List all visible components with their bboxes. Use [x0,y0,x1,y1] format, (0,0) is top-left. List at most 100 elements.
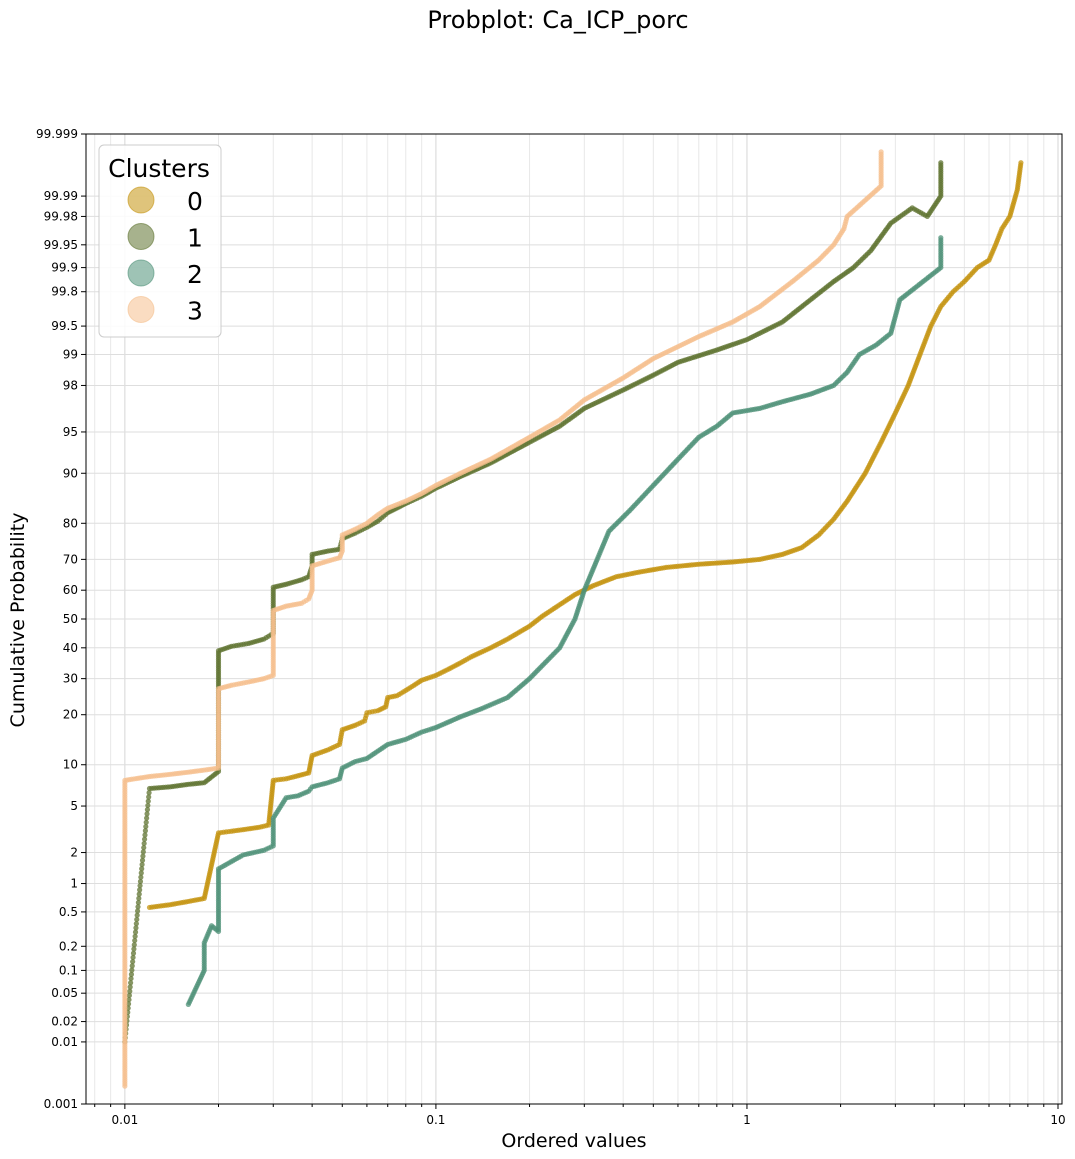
legend-marker [127,259,155,287]
y-tick-label: 0.01 [51,1035,78,1049]
y-tick-label: 99 [63,347,78,361]
data-point [139,861,145,868]
data-point [141,840,147,847]
data-point [135,899,142,906]
data-point [134,916,140,923]
data-point [145,802,151,809]
data-point [137,887,143,893]
y-tick-label: 99.9 [51,261,78,275]
data-point [142,828,148,834]
series-0 [146,160,1024,911]
y-tick-label: 80 [63,516,78,530]
series-2 [185,235,944,1008]
y-tick-label: 1 [70,877,78,891]
data-point [130,950,137,956]
legend-title: Clusters [108,154,210,183]
data-point [135,904,141,910]
data-point [1018,160,1024,166]
data-point [136,891,142,897]
data-point [140,849,146,855]
x-tick-label: 0.01 [112,1113,139,1127]
axis-ticks: 0.0010.010.020.050.10.20.512510203040506… [36,127,1066,1127]
data-point [141,845,147,851]
x-axis-label: Ordered values [501,1130,646,1152]
data-point [146,794,152,800]
legend-label: 2 [187,260,203,289]
data-point [145,798,151,804]
data-point [144,811,150,817]
legend: Clusters 0 1 2 3 [98,144,222,338]
data-point [138,870,144,876]
y-tick-label: 0.5 [59,905,78,919]
data-points [122,149,1024,1089]
legend-marker [127,186,155,214]
data-point [938,235,944,241]
data-point [132,929,139,935]
data-point [134,912,140,918]
y-tick-label: 99.8 [51,285,78,299]
data-point [146,790,152,796]
y-tick-label: 99.99 [44,189,78,203]
y-tick-label: 5 [70,799,78,813]
data-point [138,874,144,880]
y-tick-label: 50 [63,612,78,626]
y-tick-label: 2 [70,846,78,860]
y-tick-label: 10 [63,758,78,772]
y-tick-label: 0.1 [59,963,78,977]
y-tick-label: 60 [63,583,78,597]
data-point [133,925,139,931]
legend-label: 0 [187,187,203,216]
legend-label: 3 [187,297,203,326]
data-point [133,921,139,927]
y-tick-label: 99.95 [44,238,78,252]
data-point [143,823,149,830]
data-point [128,975,134,982]
data-point [141,836,148,842]
y-tick-label: 30 [63,672,78,686]
data-point [130,959,136,965]
data-point [142,832,148,838]
data-point [938,160,944,166]
y-tick-label: 0.2 [59,939,78,953]
data-point [129,967,135,973]
y-tick-label: 0.05 [51,986,78,1000]
data-point [126,997,132,1003]
data-point [140,853,146,859]
y-tick-label: 99.999 [36,127,78,141]
y-tick-label: 20 [63,708,78,722]
data-point [139,866,145,872]
x-tick-label: 0.1 [426,1113,445,1127]
data-point [144,807,151,813]
x-tick-label: 10 [1050,1113,1065,1127]
data-point [136,895,142,901]
data-point [128,980,134,986]
data-point [126,992,132,999]
legend-label: 1 [187,224,203,253]
data-point [131,942,137,948]
y-tick-label: 90 [63,466,78,480]
data-point [139,857,146,863]
data-point [127,988,133,994]
y-tick-label: 98 [63,378,78,392]
data-point [134,908,141,914]
data-point [144,815,150,821]
data-point [132,933,138,939]
data-point [131,946,137,952]
data-point [129,963,135,969]
y-tick-label: 95 [63,425,78,439]
y-axis-label: Cumulative Probability [7,513,29,728]
legend-marker [127,296,155,323]
chart-title: Probplot: Ca_ICP_porc [427,6,688,34]
x-tick-label: 1 [743,1113,751,1127]
data-point [143,819,149,825]
data-point [137,883,143,889]
data-point [128,971,135,977]
data-point [137,878,144,885]
y-tick-label: 70 [63,552,78,566]
y-tick-label: 0.001 [44,1097,78,1111]
legend-marker [127,223,155,250]
y-tick-label: 40 [63,641,78,655]
y-tick-label: 0.02 [51,1015,78,1029]
data-point [127,984,133,990]
